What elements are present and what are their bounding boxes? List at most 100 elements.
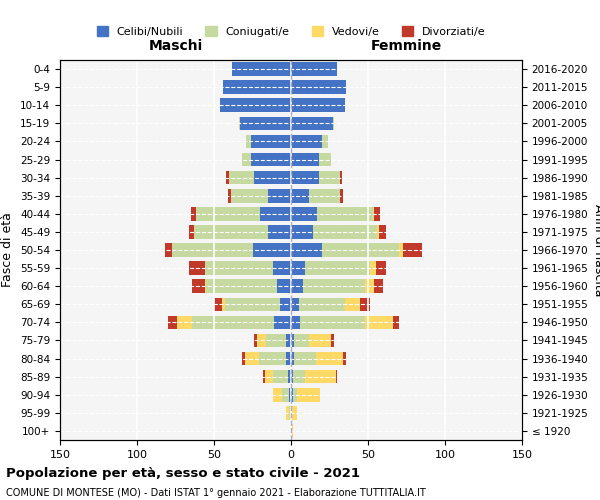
Bar (291, 316, 300, 329)
Bar (268, 225, 291, 238)
Bar (289, 388, 291, 402)
Bar (379, 225, 386, 238)
Bar (245, 352, 259, 366)
Bar (377, 225, 379, 238)
Bar (229, 171, 254, 184)
Bar (228, 189, 231, 202)
Bar (220, 98, 291, 112)
Bar (280, 298, 291, 311)
Bar (194, 225, 268, 238)
Bar (291, 280, 304, 293)
Bar (331, 334, 334, 347)
Bar (286, 406, 289, 419)
Bar (316, 352, 343, 366)
Bar (266, 334, 286, 347)
Bar (259, 352, 286, 366)
Bar (206, 280, 277, 293)
Bar (370, 262, 376, 275)
Bar (226, 171, 229, 184)
Text: Maschi: Maschi (148, 39, 203, 53)
Bar (247, 134, 251, 148)
Bar (286, 334, 291, 347)
Bar (317, 207, 373, 220)
Bar (232, 62, 291, 76)
Bar (251, 134, 291, 148)
Bar (365, 316, 392, 329)
Bar (257, 334, 266, 347)
Bar (286, 352, 291, 366)
Bar (374, 280, 383, 293)
Bar (177, 316, 193, 329)
Bar (291, 406, 297, 419)
Bar (291, 116, 332, 130)
Bar (205, 262, 272, 275)
Bar (293, 388, 297, 402)
Bar (305, 262, 370, 275)
Bar (322, 134, 328, 148)
Legend: Celibi/Nubili, Coniugati/e, Vedovi/e, Divorziati/e: Celibi/Nubili, Coniugati/e, Vedovi/e, Di… (92, 22, 490, 42)
Bar (291, 262, 305, 275)
Text: Popolazione per età, sesso e stato civile - 2021: Popolazione per età, sesso e stato civil… (6, 468, 360, 480)
Bar (291, 388, 293, 402)
Bar (193, 280, 205, 293)
Bar (291, 171, 319, 184)
Bar (291, 62, 337, 76)
Bar (242, 352, 245, 366)
Bar (294, 352, 316, 366)
Bar (240, 116, 291, 130)
Bar (289, 406, 291, 419)
Bar (291, 207, 317, 220)
Bar (288, 370, 291, 384)
Bar (205, 280, 206, 293)
Bar (277, 280, 291, 293)
Bar (313, 225, 377, 238)
Bar (260, 207, 291, 220)
Bar (305, 370, 335, 384)
Bar (332, 116, 334, 130)
Bar (291, 134, 322, 148)
Bar (294, 334, 310, 347)
Bar (191, 207, 196, 220)
Bar (373, 207, 374, 220)
Bar (299, 298, 345, 311)
Bar (365, 280, 374, 293)
Bar (291, 225, 313, 238)
Bar (319, 152, 331, 166)
Bar (345, 298, 360, 311)
Bar (291, 298, 299, 311)
Bar (254, 334, 257, 347)
Bar (239, 116, 240, 130)
Bar (190, 262, 205, 275)
Bar (291, 334, 294, 347)
Bar (291, 352, 294, 366)
Bar (222, 298, 225, 311)
Bar (293, 370, 305, 384)
Y-axis label: Anni di nascita: Anni di nascita (592, 204, 600, 296)
Bar (304, 280, 365, 293)
Bar (310, 334, 331, 347)
Bar (291, 152, 319, 166)
Bar (322, 243, 399, 257)
Bar (291, 189, 310, 202)
Text: COMUNE DI MONTESE (MO) - Dati ISTAT 1° gennaio 2021 - Elaborazione TUTTITALIA.IT: COMUNE DI MONTESE (MO) - Dati ISTAT 1° g… (6, 488, 426, 498)
Bar (242, 152, 251, 166)
Bar (253, 243, 291, 257)
Bar (291, 424, 293, 438)
Bar (319, 171, 340, 184)
Bar (251, 152, 291, 166)
Bar (340, 171, 342, 184)
Bar (282, 388, 289, 402)
Bar (310, 189, 340, 202)
Bar (231, 189, 268, 202)
Bar (168, 316, 177, 329)
Bar (343, 352, 346, 366)
Bar (297, 388, 320, 402)
Bar (340, 189, 343, 202)
Bar (214, 298, 222, 311)
Bar (392, 316, 399, 329)
Bar (272, 262, 291, 275)
Bar (335, 370, 337, 384)
Bar (196, 207, 260, 220)
Bar (376, 262, 386, 275)
Bar (360, 298, 370, 311)
